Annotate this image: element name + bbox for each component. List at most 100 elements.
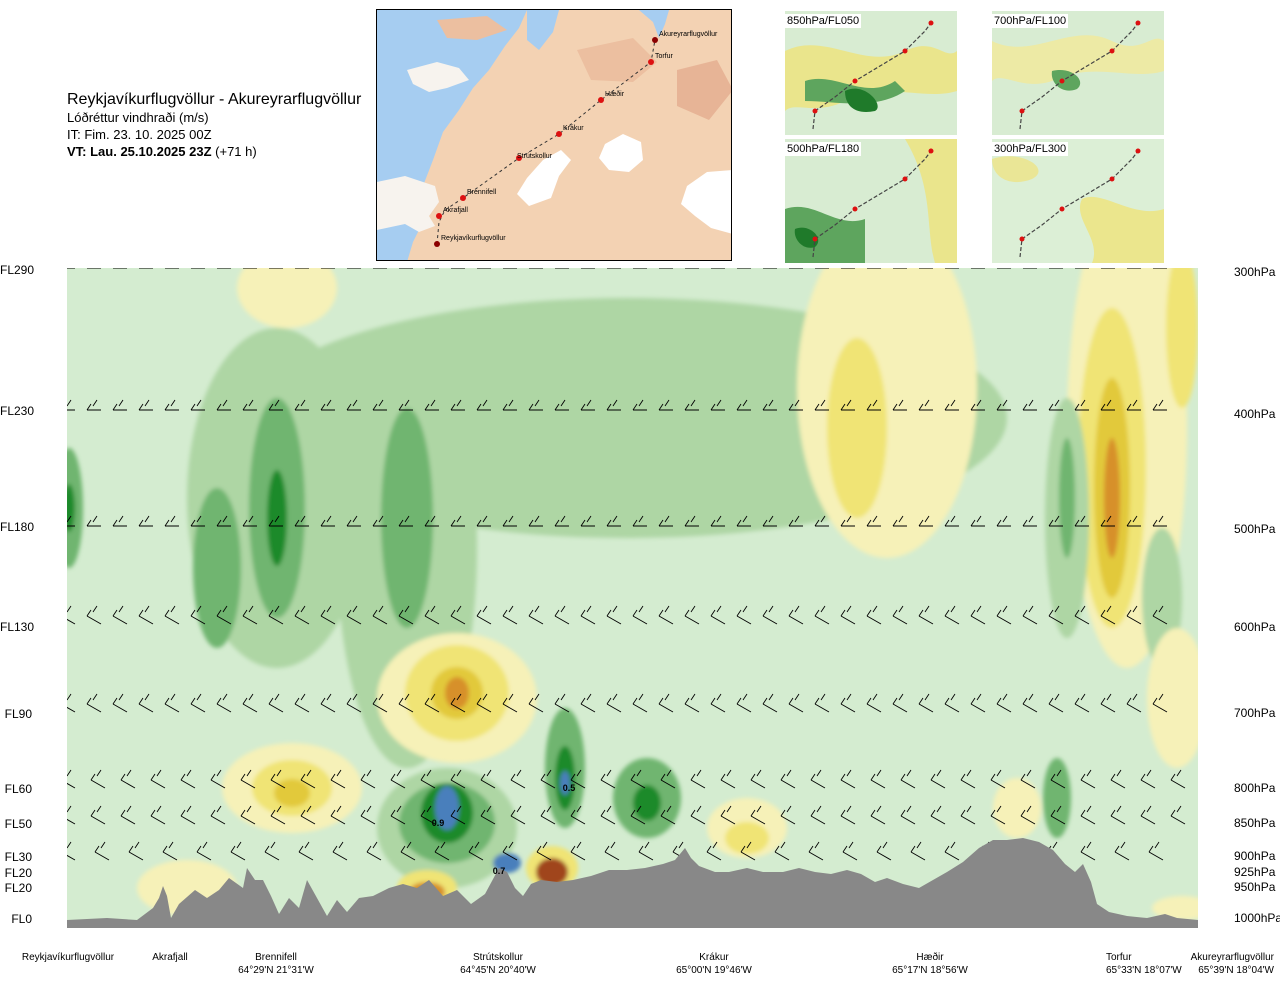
wind-barb	[332, 841, 348, 861]
wind-barb	[710, 605, 726, 625]
wind-barb	[606, 515, 621, 527]
wind-barb	[1080, 841, 1096, 861]
wind-barb	[960, 769, 976, 789]
wind-barb	[710, 693, 726, 713]
wind-barb	[866, 693, 882, 713]
wind-barb	[1152, 605, 1168, 625]
route-title: Reykjavíkurflugvöllur - Akureyrarflugvöl…	[67, 91, 362, 108]
wind-barb	[944, 515, 959, 527]
wind-barb	[1110, 769, 1126, 789]
cross-section-plot: 0.9 0.5 0.7	[55, 188, 1212, 933]
wind-barb	[1080, 805, 1096, 825]
wind-barb	[164, 605, 180, 625]
wind-barb	[240, 805, 256, 825]
fl-label: FL0	[11, 912, 32, 926]
pressure-label: 600hPa	[1234, 620, 1276, 634]
wind-barb	[580, 399, 595, 411]
wind-barb	[424, 515, 439, 527]
wind-barb	[372, 399, 387, 411]
wind-barb	[528, 515, 543, 527]
station-coord: 65°33'N 18°07'W	[1106, 965, 1182, 976]
wind-barb	[424, 399, 439, 411]
velocity-contour	[237, 248, 337, 328]
route-map-image: Akureyrarflugvöllur Torfur Hæðir Krákur …	[377, 10, 731, 260]
wind-barb	[216, 399, 231, 411]
cross-section-svg: 0.9 0.5 0.7	[55, 188, 1212, 928]
wind-barb	[918, 605, 934, 625]
wind-barb	[660, 805, 676, 825]
pressure-label: 950hPa	[1234, 880, 1276, 894]
wind-barb	[808, 841, 824, 861]
pressure-label: 1000hPa	[1234, 911, 1280, 925]
wind-barb	[842, 841, 858, 861]
pressure-label: 850hPa	[1234, 816, 1276, 830]
wind-barb	[268, 515, 283, 527]
station-coord: 64°29'N 21°31'W	[238, 965, 314, 976]
wind-barb	[190, 515, 205, 527]
wind-barb	[970, 399, 985, 411]
wind-barb	[1148, 841, 1164, 861]
station-name: Reykjavíkurflugvöllur	[21, 952, 115, 963]
wind-barb	[658, 605, 674, 625]
wind-barb	[480, 769, 496, 789]
wind-barb	[164, 399, 179, 411]
wind-barb	[930, 805, 946, 825]
wind-barb	[814, 399, 829, 411]
wind-barb	[944, 693, 960, 713]
wind-barb	[330, 805, 346, 825]
wind-barb	[242, 399, 257, 411]
wind-barb	[1074, 515, 1089, 527]
wind-barb	[990, 805, 1006, 825]
wind-barb	[164, 693, 180, 713]
wind-barb	[1152, 693, 1168, 713]
wind-barb	[390, 769, 406, 789]
wind-barb	[600, 805, 616, 825]
wind-barb	[814, 605, 830, 625]
station-label: Brennifell 64°29'N 21°31'W	[226, 951, 326, 977]
wind-barb	[360, 805, 376, 825]
value-label: 0.9	[432, 818, 445, 828]
wind-barb	[690, 805, 706, 825]
wind-barb	[840, 693, 856, 713]
wind-barb	[1050, 769, 1066, 789]
pressure-label: 900hPa	[1234, 849, 1276, 863]
wind-barb	[840, 515, 855, 527]
pressure-label: 300hPa	[1234, 265, 1276, 279]
wind-barb	[570, 769, 586, 789]
wind-barb	[264, 841, 280, 861]
map-point-label: Akrafjall	[443, 207, 468, 214]
wind-barb	[112, 399, 127, 411]
wind-barb	[390, 805, 406, 825]
wind-barb	[788, 605, 804, 625]
wind-barb	[684, 515, 699, 527]
wind-barb	[510, 769, 526, 789]
wind-barb	[1022, 399, 1037, 411]
velocity-contour	[267, 470, 287, 566]
level-map-image	[785, 11, 957, 135]
wind-barb	[216, 515, 231, 527]
velocity-contour	[1166, 248, 1198, 408]
wind-barb	[762, 693, 778, 713]
wind-barb	[580, 515, 595, 527]
wind-barb	[554, 693, 570, 713]
station-coord: 65°00'N 19°46'W	[676, 965, 752, 976]
wind-barb	[450, 805, 466, 825]
title-block: Reykjavíkurflugvöllur - Akureyrarflugvöl…	[67, 90, 367, 160]
wind-barb	[450, 399, 465, 411]
wind-barb	[606, 399, 621, 411]
wind-barb	[900, 769, 916, 789]
wind-barb	[1020, 805, 1036, 825]
wind-barb	[1170, 769, 1186, 789]
wind-barb	[86, 399, 101, 411]
wind-barb	[930, 769, 946, 789]
route-map: Akureyrarflugvöllur Torfur Hæðir Krákur …	[376, 9, 732, 261]
wind-barb	[892, 605, 908, 625]
wind-barb	[424, 693, 440, 713]
wind-barb	[294, 515, 309, 527]
wind-barb	[476, 605, 492, 625]
wind-barb	[996, 515, 1011, 527]
wind-barb	[180, 769, 196, 789]
wind-barb	[268, 693, 284, 713]
wind-barb	[1126, 515, 1141, 527]
level-map-label: 300hPa/FL300	[992, 142, 1069, 156]
